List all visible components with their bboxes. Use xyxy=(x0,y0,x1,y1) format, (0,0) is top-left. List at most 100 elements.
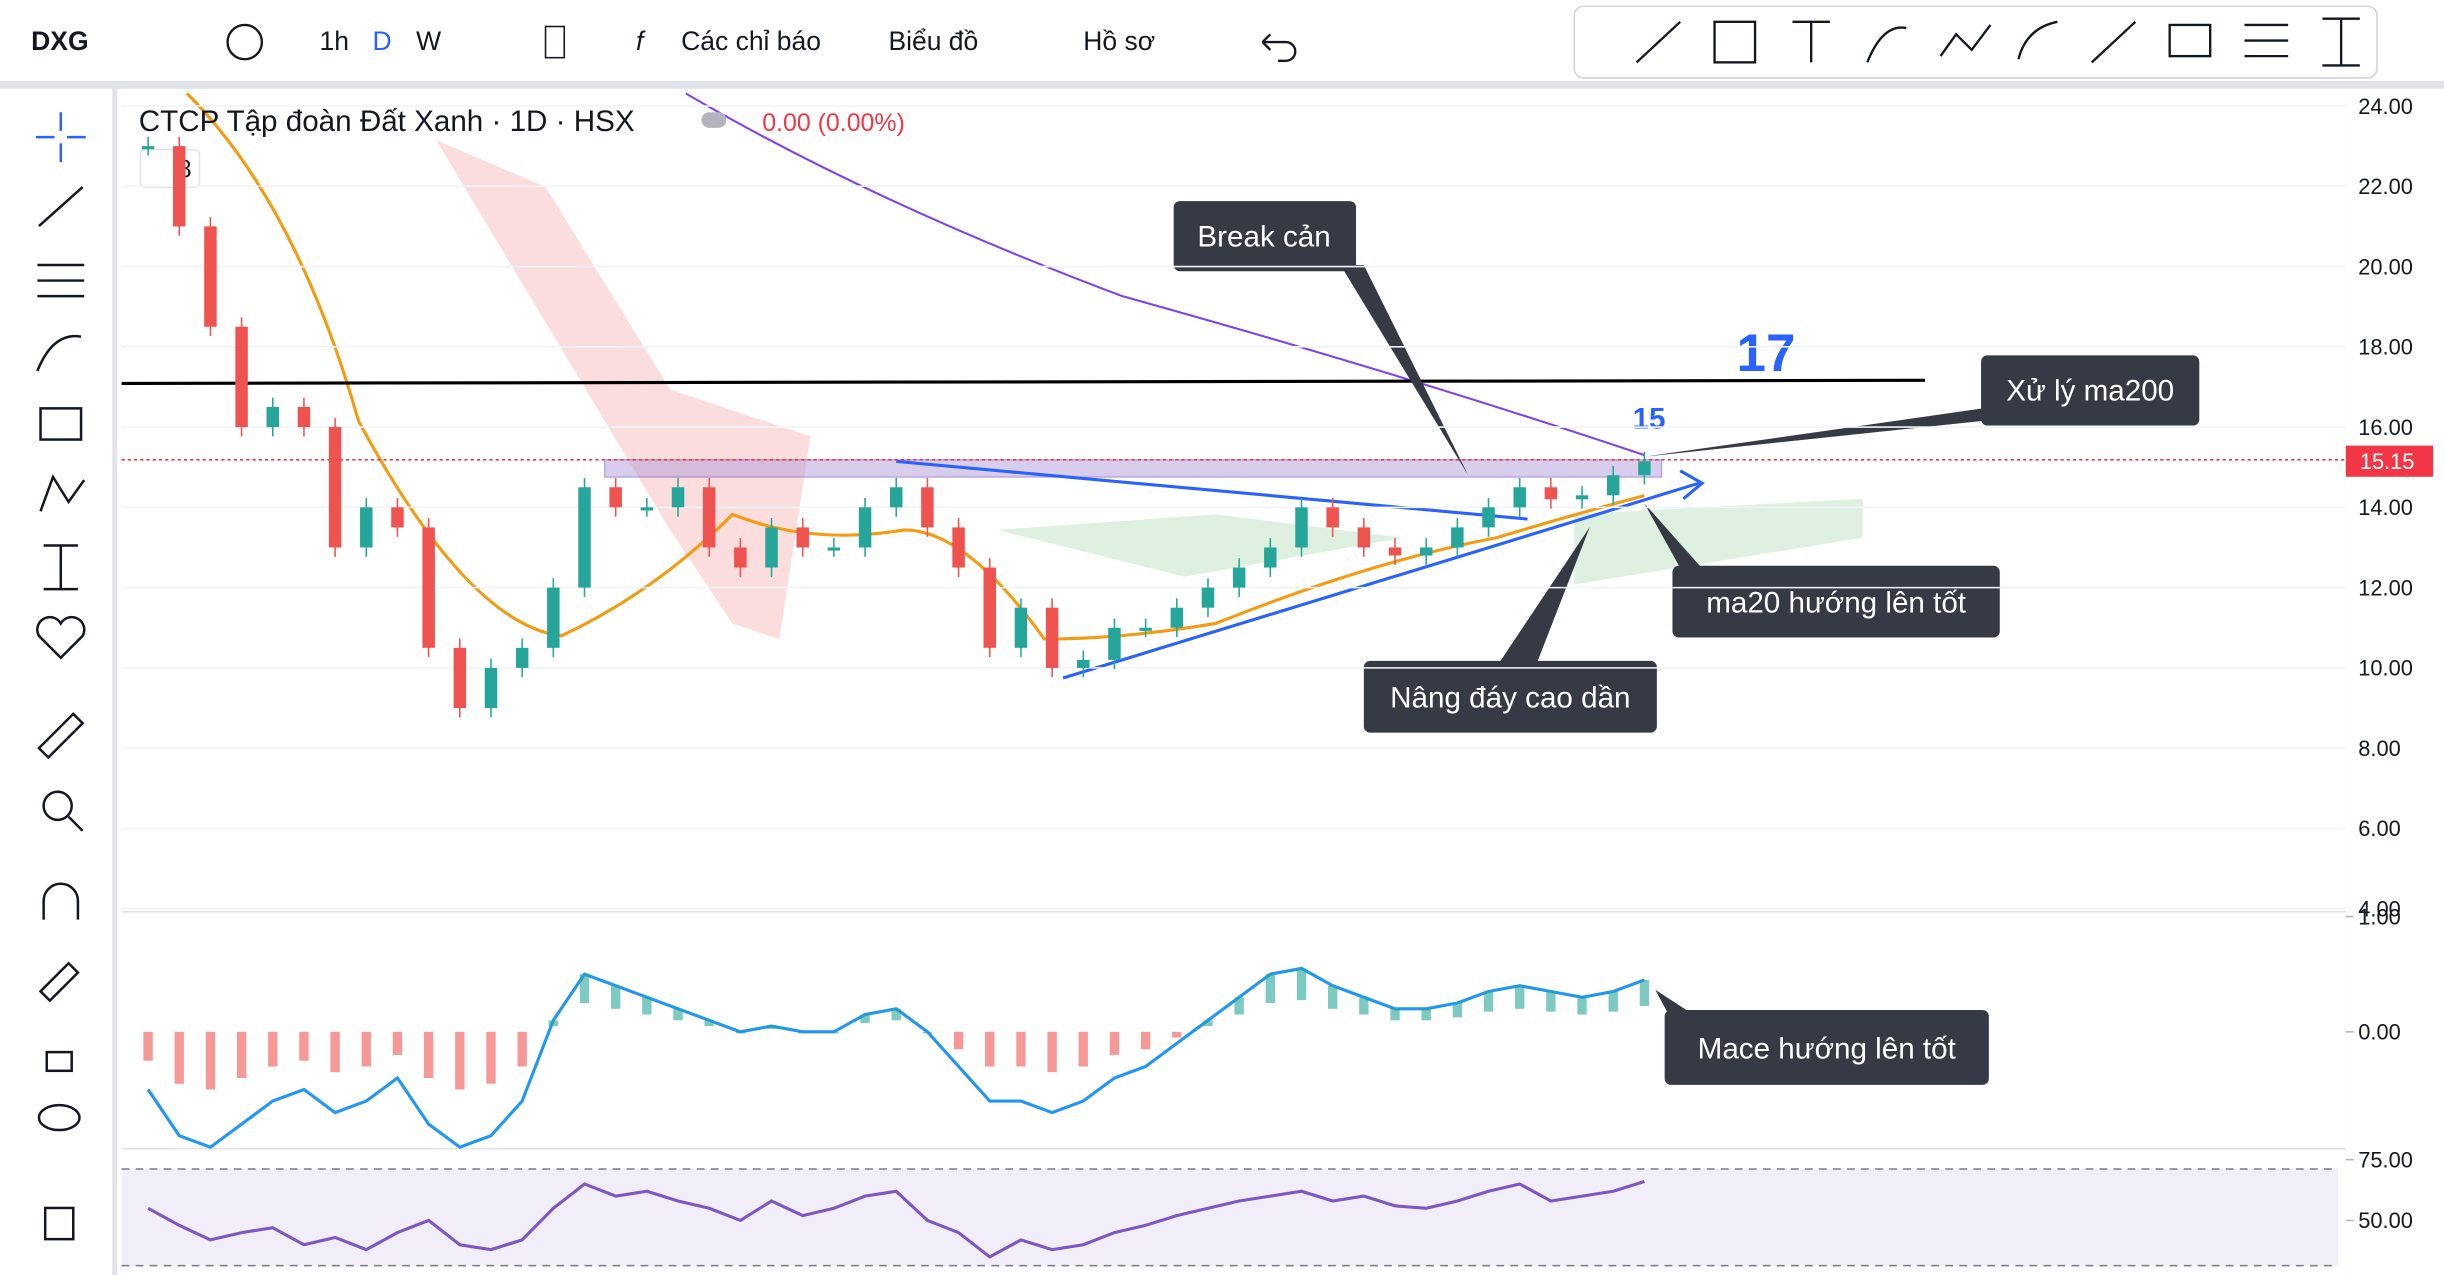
candle xyxy=(1264,547,1277,568)
symbol[interactable]: DXG xyxy=(31,26,88,56)
macd-hist xyxy=(1047,1031,1057,1073)
price-tick-label: 16.00 xyxy=(2358,415,2413,440)
macd-hist xyxy=(1109,1031,1120,1055)
indicators[interactable]: Các chỉ báo xyxy=(681,26,821,56)
macd-hist xyxy=(1140,1031,1151,1050)
macd-hist xyxy=(1390,1008,1400,1021)
candle xyxy=(1606,475,1620,496)
candle xyxy=(1295,507,1308,548)
profile[interactable]: Hồ sơ xyxy=(1083,26,1155,56)
macd-hist xyxy=(704,1020,714,1027)
candle xyxy=(890,487,903,508)
macd-hist xyxy=(1546,991,1556,1012)
macd-hist xyxy=(423,1031,434,1078)
macd-hist xyxy=(1172,1031,1182,1038)
macd-hist xyxy=(361,1031,371,1067)
interval[interactable]: W xyxy=(416,26,441,56)
candle xyxy=(173,146,186,227)
macd-hist xyxy=(1296,968,1307,1001)
candle xyxy=(266,407,280,428)
left-toolbar xyxy=(0,88,113,1275)
candle xyxy=(858,507,872,548)
candle xyxy=(1170,607,1184,628)
candle xyxy=(827,547,841,551)
candle xyxy=(640,507,654,511)
price-axis xyxy=(2345,88,2444,1275)
candle xyxy=(1014,607,1028,648)
candle xyxy=(1201,587,1215,608)
level-label: 15 xyxy=(1633,403,1666,436)
price-tick-label: 4.00 xyxy=(2358,897,2400,922)
fx-icon: f xyxy=(636,26,646,56)
candle xyxy=(360,507,373,548)
candle xyxy=(1139,627,1152,631)
macd-hist xyxy=(1577,997,1587,1015)
candle xyxy=(484,667,498,709)
legend-toggle[interactable] xyxy=(701,112,727,128)
price-tick-label: 12.00 xyxy=(2358,575,2413,600)
target-label: 17 xyxy=(1737,324,1796,383)
macd-hist xyxy=(299,1031,309,1061)
resistance-zone xyxy=(603,459,1663,478)
macd-hist xyxy=(798,1031,808,1034)
candle xyxy=(141,146,155,150)
undo[interactable] xyxy=(1261,33,1297,62)
annotation: Nâng đáy cao dần xyxy=(1390,682,1630,715)
candle xyxy=(297,407,311,428)
macd-hist xyxy=(860,1014,870,1024)
macd-hist xyxy=(1515,985,1525,1009)
price-tick-label: 20.00 xyxy=(2358,254,2413,279)
macd-hist xyxy=(330,1031,340,1073)
candle xyxy=(235,326,248,428)
candle xyxy=(1451,527,1464,548)
macd-hist xyxy=(1016,1031,1026,1067)
macd-hist xyxy=(735,1031,746,1034)
trendline xyxy=(896,459,1528,521)
candle xyxy=(1544,487,1558,500)
price-tick-label: 18.00 xyxy=(2358,335,2413,360)
interval[interactable]: 1h xyxy=(320,26,349,56)
candle xyxy=(734,547,747,568)
chart-menu[interactable]: Biểu đồ xyxy=(888,26,978,56)
candle xyxy=(1357,527,1371,548)
candle xyxy=(1232,567,1246,588)
candle xyxy=(1388,547,1402,556)
candle xyxy=(796,527,809,548)
candle xyxy=(983,567,996,648)
candle xyxy=(952,527,965,568)
drawing-tools[interactable] xyxy=(1635,17,2360,67)
candle xyxy=(515,647,529,668)
annotation: ma20 hướng lên tốt xyxy=(1706,587,1967,620)
macd-hist xyxy=(1359,997,1369,1015)
interval[interactable]: D xyxy=(373,26,392,56)
price-tick-label: 14.00 xyxy=(2358,495,2413,520)
last-price-tag xyxy=(2345,445,2434,477)
cloud xyxy=(997,498,1863,585)
candle xyxy=(921,487,934,528)
price-tick-label: 24.00 xyxy=(2358,94,2413,119)
chart-type-icon[interactable] xyxy=(544,25,566,59)
macd-hist xyxy=(1327,985,1338,1009)
tick-label: 0.00 xyxy=(2358,1020,2400,1045)
macd-hist xyxy=(829,1031,839,1034)
macd-hist xyxy=(1483,991,1494,1012)
tick-label: 75.00 xyxy=(2358,1147,2413,1172)
macd-hist xyxy=(1078,1031,1088,1067)
price-tick-label: 22.00 xyxy=(2358,174,2413,199)
tick-label: 1.00 xyxy=(2358,904,2400,929)
candle xyxy=(609,487,622,508)
macd-hist xyxy=(579,974,590,1004)
macd-hist xyxy=(642,997,652,1015)
add-symbol[interactable] xyxy=(226,23,264,61)
macd-hist xyxy=(392,1031,403,1055)
macd-hist xyxy=(486,1031,496,1084)
rsi-line xyxy=(147,1180,1645,1259)
candle xyxy=(702,487,716,548)
macd-hist xyxy=(1608,991,1618,1012)
left-tools[interactable] xyxy=(35,112,86,1241)
macd-hist xyxy=(673,1008,683,1021)
ma200 xyxy=(685,92,1645,457)
macd-hist xyxy=(1234,997,1244,1015)
